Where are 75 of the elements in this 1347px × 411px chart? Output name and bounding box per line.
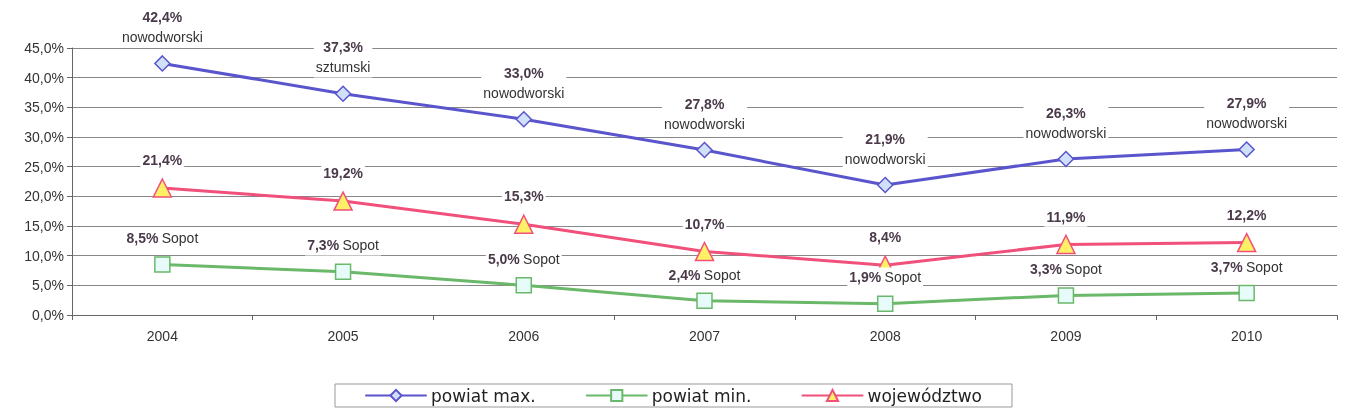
annotation: Sopot bbox=[161, 230, 199, 247]
point bbox=[1236, 232, 1257, 253]
point bbox=[152, 178, 173, 198]
data-label: 8,4% bbox=[869, 229, 902, 246]
annotation: nowodworski bbox=[1025, 124, 1107, 141]
data-label: 3,3% bbox=[1030, 261, 1063, 278]
y-tick-label: 35,0% bbox=[24, 99, 64, 116]
annotation: Sopot bbox=[1065, 261, 1102, 278]
data-label: 21,4% bbox=[142, 152, 183, 169]
annotation: Sopot bbox=[1245, 258, 1283, 275]
x-tick-label: 2004 bbox=[146, 328, 179, 344]
x-tick-label: 2005 bbox=[327, 328, 359, 344]
annotation: nowodworski bbox=[121, 29, 203, 46]
point bbox=[1238, 284, 1255, 302]
x-tick-label: 2006 bbox=[508, 328, 540, 344]
data-label: 10,7% bbox=[684, 215, 725, 232]
point bbox=[1057, 150, 1075, 168]
point bbox=[154, 256, 171, 273]
point bbox=[694, 241, 715, 262]
data-label: 1,9% bbox=[849, 269, 882, 286]
point bbox=[334, 85, 352, 102]
legend-label: województwo bbox=[867, 385, 982, 406]
point bbox=[1238, 141, 1255, 158]
annotation: Sopot bbox=[523, 251, 560, 268]
data-label: 27,9% bbox=[1226, 95, 1268, 112]
x-tick-label: 2008 bbox=[869, 328, 901, 344]
point bbox=[1056, 234, 1076, 255]
point bbox=[333, 191, 353, 211]
data-label: 19,2% bbox=[323, 165, 364, 182]
data-label: 3,7% bbox=[1210, 258, 1244, 275]
x-tick-label: 2009 bbox=[1050, 328, 1082, 344]
legend-label: powiat max. bbox=[431, 385, 536, 406]
data-label: 26,3% bbox=[1046, 104, 1087, 121]
data-label: 37,3% bbox=[323, 39, 364, 56]
annotation: sztumski bbox=[315, 59, 371, 76]
y-tick-label: 5,0% bbox=[32, 277, 64, 294]
y-tick-label: 30,0% bbox=[24, 129, 64, 145]
point bbox=[696, 292, 713, 310]
y-tick-label: 10,0% bbox=[24, 247, 64, 264]
point bbox=[515, 277, 533, 294]
point bbox=[154, 55, 171, 72]
annotation: nowodworski bbox=[844, 150, 926, 167]
y-tick-label: 0,0% bbox=[32, 307, 64, 323]
data-label: 2,4% bbox=[668, 266, 702, 283]
annotation: nowodworski bbox=[664, 115, 745, 132]
x-tick-label: 2010 bbox=[1231, 328, 1263, 344]
data-label: 11,9% bbox=[1046, 208, 1086, 225]
y-tick-label: 25,0% bbox=[24, 158, 64, 175]
annotation: nowodworski bbox=[1206, 115, 1288, 132]
point bbox=[876, 176, 894, 194]
x-tick-label: 2007 bbox=[688, 328, 721, 344]
data-label: 12,2% bbox=[1226, 206, 1268, 223]
annotation: Sopot bbox=[342, 237, 380, 254]
data-label: 33,0% bbox=[503, 64, 545, 81]
annotation: Sopot bbox=[703, 266, 741, 283]
data-label: 21,9% bbox=[865, 130, 906, 147]
data-label: 7,3% bbox=[307, 237, 340, 254]
data-label: 8,5% bbox=[126, 230, 159, 247]
point bbox=[515, 110, 533, 128]
point bbox=[876, 295, 894, 312]
point bbox=[1057, 287, 1075, 304]
annotation: Sopot bbox=[884, 269, 922, 286]
annotation: nowodworski bbox=[483, 84, 565, 101]
point bbox=[514, 214, 534, 234]
point bbox=[696, 141, 713, 159]
y-tick-label: 45,0% bbox=[24, 40, 64, 56]
data-label: 27,8% bbox=[684, 95, 725, 112]
y-tick-label: 15,0% bbox=[24, 218, 64, 234]
legend-label: powiat min. bbox=[651, 385, 752, 406]
data-label: 5,0% bbox=[487, 251, 521, 268]
y-tick-label: 20,0% bbox=[24, 188, 64, 205]
data-label: 15,3% bbox=[503, 188, 545, 205]
data-label: 42,4% bbox=[142, 9, 183, 26]
point bbox=[334, 263, 352, 280]
y-tick-label: 40,0% bbox=[24, 69, 64, 86]
